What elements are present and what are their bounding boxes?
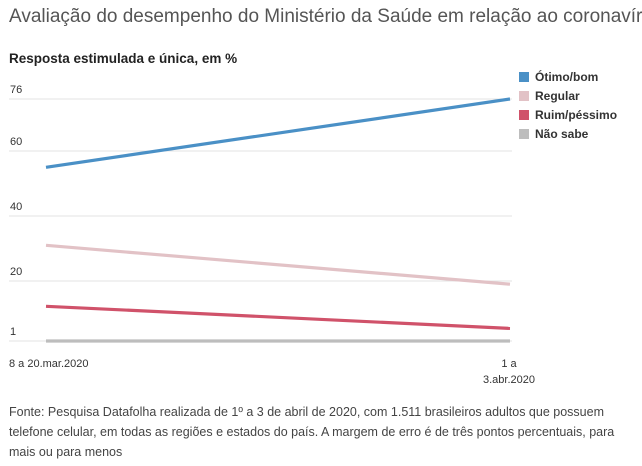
y-tick-label: 60 — [10, 136, 22, 148]
legend-item-regular: Regular — [519, 86, 617, 105]
legend-swatch — [519, 128, 529, 139]
legend-label: Não sabe — [535, 126, 589, 141]
chart-title: Avaliação do desempenho do Ministério da… — [9, 6, 642, 27]
x-tick-label: 3.abr.2020 — [483, 374, 535, 386]
x-tick-label: 8 a 20.mar.2020 — [9, 358, 89, 370]
y-tick-label: 76 — [10, 84, 22, 96]
legend-item-nao-sabe: Não sabe — [519, 124, 617, 143]
legend-swatch — [519, 109, 529, 120]
series-line--timo-bom — [45, 97, 511, 169]
y-tick-label: 20 — [10, 266, 22, 278]
chart-subtitle: Resposta estimulada e única, em % — [9, 51, 238, 66]
series-line-regular — [45, 243, 511, 286]
legend-label: Regular — [535, 88, 580, 103]
y-tick-label: 1 — [10, 326, 16, 338]
x-tick-label: 1 a — [501, 358, 517, 370]
legend-item-otimo-bom: Ótimo/bom — [519, 67, 617, 86]
source-note: Fonte: Pesquisa Datafolha realizada de 1… — [9, 405, 615, 459]
legend-swatch — [519, 90, 529, 101]
legend-item-ruim-pessimo: Ruim/péssimo — [519, 105, 617, 124]
legend-label: Ótimo/bom — [535, 69, 599, 84]
y-tick-label: 40 — [10, 201, 22, 213]
series-line-ruim-p-ssimo — [45, 304, 511, 330]
legend-swatch — [519, 71, 529, 82]
legend-label: Ruim/péssimo — [535, 107, 618, 122]
line-chart: 1 20 40 60 76 8 a 20.mar.2020 1 a 3.abr.2020 — [9, 84, 535, 386]
chart-legend: Ótimo/bom Regular Ruim/péssimo Não sabe — [519, 67, 617, 143]
